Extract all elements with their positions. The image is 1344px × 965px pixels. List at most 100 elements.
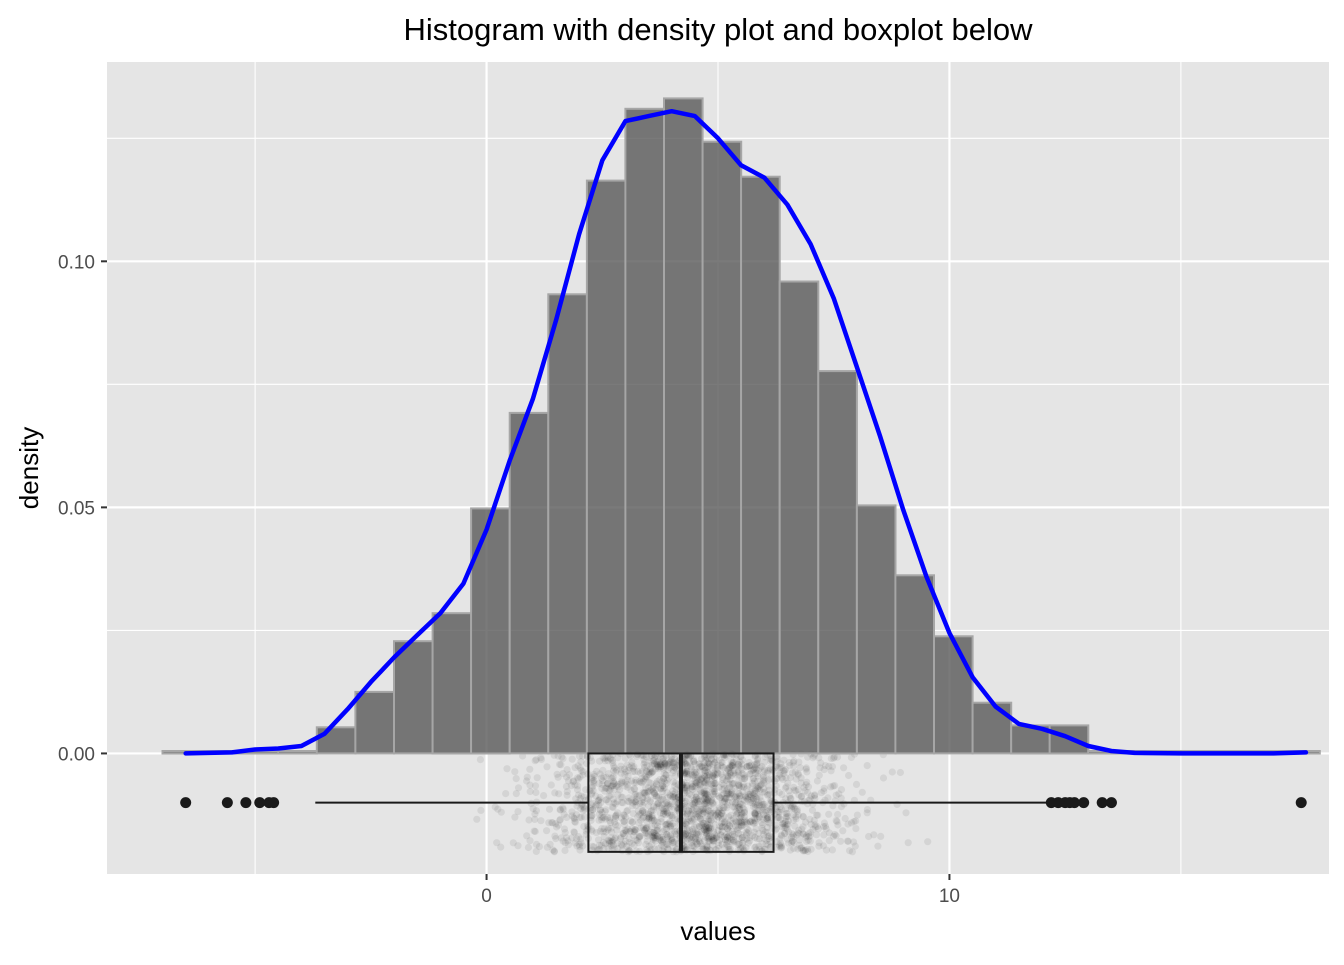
jitter-point (700, 790, 708, 798)
jitter-point (691, 779, 699, 787)
jitter-point (638, 794, 647, 802)
jitter-point (765, 807, 773, 815)
jitter-point (660, 805, 668, 813)
jitter-point (751, 817, 759, 825)
jitter-point (736, 758, 744, 766)
jitter-point (734, 809, 742, 817)
jitter-point (744, 795, 752, 803)
boxplot-outlier (1096, 797, 1108, 809)
jitter-point (681, 767, 689, 776)
jitter-point (729, 831, 737, 839)
jitter-point (753, 801, 761, 809)
jitter-point (746, 834, 754, 842)
jitter-point (737, 783, 746, 791)
jitter-point (780, 769, 788, 778)
jitter-point (813, 777, 822, 785)
jitter-point (632, 776, 640, 784)
jitter-point (725, 764, 733, 772)
jitter-point (731, 800, 739, 808)
jitter-point (658, 777, 666, 786)
jitter-point (797, 793, 805, 801)
jitter-point (733, 826, 742, 834)
jitter-point (735, 780, 743, 788)
jitter-point (735, 841, 743, 849)
jitter-point (708, 833, 716, 841)
jitter-point (724, 773, 732, 781)
jitter-point (738, 766, 746, 774)
jitter-point (526, 765, 534, 773)
jitter-point (602, 754, 610, 762)
jitter-point (587, 790, 596, 798)
jitter-point (685, 790, 693, 798)
jitter-point (737, 822, 745, 830)
jitter-point (545, 819, 553, 827)
jitter-point (699, 809, 707, 818)
jitter-point (610, 767, 618, 775)
jitter-point (617, 840, 625, 849)
jitter-point (608, 782, 616, 790)
jitter-point (865, 832, 873, 841)
jitter-point (726, 776, 734, 784)
jitter-point (650, 802, 658, 811)
jitter-point (810, 792, 819, 800)
jitter-point (841, 814, 849, 823)
jitter-point (720, 818, 728, 827)
jitter-point (652, 803, 661, 811)
jitter-point (610, 845, 618, 853)
jitter-point (827, 754, 835, 763)
jitter-point (667, 800, 675, 808)
jitter-point (702, 833, 710, 841)
jitter-point (751, 761, 759, 769)
jitter-point (647, 807, 656, 815)
jitter-point (632, 795, 640, 803)
jitter-point (568, 808, 576, 816)
jitter-point (580, 805, 589, 813)
jitter-point (733, 809, 741, 817)
jitter-point (704, 768, 712, 777)
jitter-point (691, 760, 699, 768)
jitter-point (577, 805, 585, 813)
jitter-point (783, 809, 791, 818)
jitter-point (802, 832, 811, 840)
jitter-point (703, 827, 711, 835)
jitter-point (668, 813, 676, 822)
jitter-point (797, 844, 806, 852)
jitter-point (603, 796, 611, 804)
jitter-point (815, 754, 823, 762)
jitter-point (625, 834, 633, 843)
jitter-point (724, 772, 732, 780)
jitter-point (714, 813, 722, 821)
jitter-point (810, 816, 818, 825)
jitter-point (710, 785, 718, 793)
jitter-point (800, 783, 808, 792)
jitter-point (641, 826, 649, 835)
jitter-point (629, 767, 637, 776)
jitter-point (756, 786, 764, 794)
density-layer (183, 108, 1309, 756)
chart-title: Histogram with density plot and boxplot … (404, 12, 1034, 47)
jitter-point (673, 845, 681, 853)
jitter-point (712, 779, 720, 787)
jitter-point (762, 828, 770, 836)
jitter-point (743, 794, 751, 802)
jitter-point (705, 833, 713, 841)
jitter-point (807, 820, 815, 828)
jitter-point (763, 769, 772, 777)
jitter-point (752, 765, 760, 773)
jitter-point (669, 769, 677, 777)
jitter-point (651, 829, 659, 838)
jitter-point (787, 833, 796, 841)
jitter-point (762, 815, 771, 823)
jitter-point (852, 780, 861, 789)
jitter-point (817, 789, 826, 797)
jitter-point (810, 752, 818, 760)
jitter-point (661, 760, 669, 768)
jitter-point (650, 783, 658, 791)
jitter-point (649, 788, 658, 796)
jitter-point (820, 819, 829, 827)
jitter-point (706, 815, 714, 823)
jitter-point (682, 820, 691, 828)
jitter-point (742, 828, 750, 836)
jitter-point (693, 802, 701, 810)
